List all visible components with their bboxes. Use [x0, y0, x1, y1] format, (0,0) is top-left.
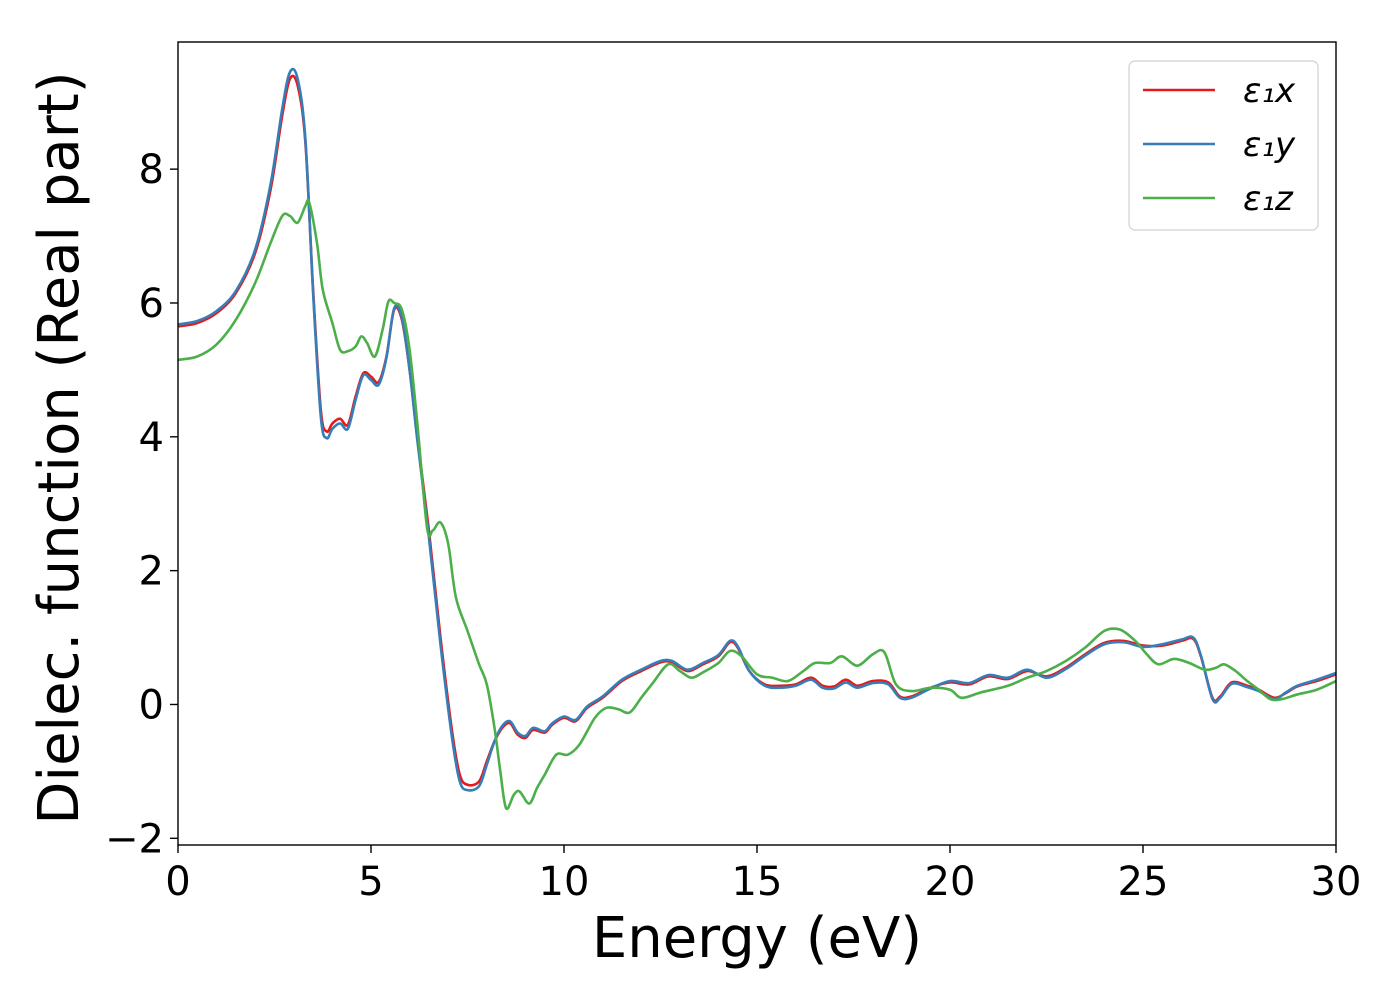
- x-axis-label: Energy (eV): [592, 906, 922, 971]
- y-tick-label: 8: [139, 147, 164, 193]
- x-tick-label: 20: [925, 859, 976, 905]
- y-tick-label: −2: [105, 816, 164, 862]
- series-line-2: [178, 198, 1336, 811]
- legend-label-1: ε₁y: [1243, 125, 1296, 165]
- x-tick-label: 25: [1118, 859, 1169, 905]
- x-tick-label: 10: [539, 859, 590, 905]
- legend: ε₁x ε₁y ε₁z: [1128, 60, 1319, 231]
- x-axis-ticks: 0 5 10 15 20 25 30: [165, 845, 1361, 905]
- legend-label-0: ε₁x: [1243, 71, 1296, 111]
- series-line-1: [178, 67, 1336, 792]
- y-tick-label: 0: [139, 682, 164, 728]
- y-axis-ticks: −2 0 2 4 6 8: [105, 147, 178, 862]
- y-tick-label: 6: [139, 281, 164, 327]
- x-tick-label: 5: [358, 859, 383, 905]
- series-layer: [178, 67, 1336, 811]
- x-tick-label: 30: [1311, 859, 1362, 905]
- x-tick-label: 15: [732, 859, 783, 905]
- y-axis-label: Dielec. function (Real part): [27, 71, 92, 824]
- x-tick-label: 0: [165, 859, 190, 905]
- y-tick-label: 2: [139, 549, 164, 595]
- legend-box: [1128, 60, 1319, 231]
- y-tick-label: 4: [139, 415, 164, 461]
- legend-label-2: ε₁z: [1243, 179, 1294, 219]
